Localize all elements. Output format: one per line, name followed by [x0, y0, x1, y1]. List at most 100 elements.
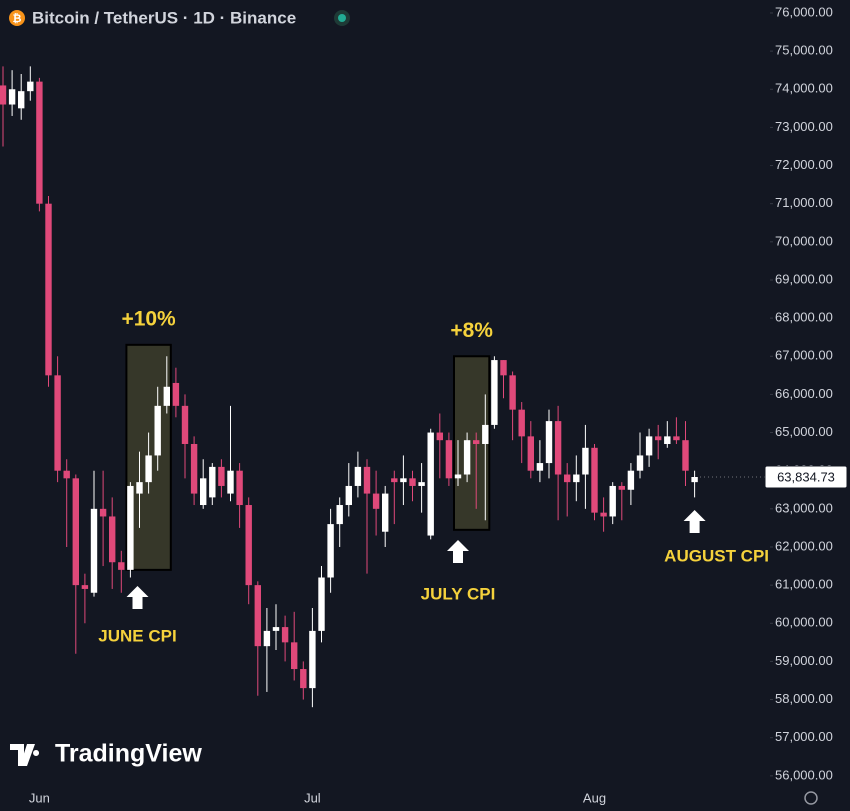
candle-body — [391, 478, 398, 483]
candle-body — [655, 436, 662, 441]
candle-body — [36, 81, 43, 204]
candle-body — [154, 405, 161, 456]
y-tick-label: 75,000.00 — [775, 43, 833, 58]
settings-icon[interactable] — [804, 791, 818, 805]
candle-body — [536, 463, 544, 471]
candle-body — [427, 432, 434, 536]
candle-body — [600, 512, 607, 517]
candle-body — [145, 455, 152, 483]
candle-body — [136, 482, 143, 494]
candle-body — [400, 478, 407, 483]
candle-body — [18, 91, 25, 109]
candle-body — [209, 466, 216, 498]
event-arrow — [683, 510, 706, 533]
x-tick-label: Aug — [583, 790, 606, 805]
candle-body — [664, 436, 671, 444]
candle-body — [318, 577, 325, 631]
candle-body — [436, 432, 443, 441]
candle-body — [500, 360, 507, 376]
y-tick-label: 66,000.00 — [775, 386, 833, 401]
event-label: JULY CPI — [421, 584, 496, 603]
x-tick-label: Jun — [29, 790, 50, 805]
candle-body — [445, 440, 453, 479]
candle-body — [491, 360, 498, 425]
candle-body — [245, 505, 252, 586]
y-tick-label: 65,000.00 — [775, 424, 833, 439]
brand: TradingView — [10, 740, 202, 768]
candle-body — [63, 470, 70, 479]
candle-body — [0, 85, 7, 105]
candle-body — [582, 447, 589, 475]
candle-body — [172, 382, 180, 406]
candle-body — [554, 421, 562, 475]
candle-body — [545, 421, 553, 464]
y-tick-label: 74,000.00 — [775, 81, 833, 96]
candle-body — [163, 386, 170, 406]
candle-body — [473, 440, 480, 444]
event-label: AUGUST CPI — [664, 546, 769, 565]
y-tick-label: 67,000.00 — [775, 348, 833, 363]
candle-body — [463, 440, 471, 475]
last-price-box — [764, 465, 848, 489]
y-tick-label: 76,000.00 — [775, 4, 833, 19]
candle-body — [354, 466, 362, 486]
y-tick-label: 63,000.00 — [775, 500, 833, 515]
candle-body — [627, 470, 635, 490]
event-arrow — [447, 540, 469, 563]
candle-body — [345, 485, 352, 506]
candle-body — [181, 405, 189, 444]
candle-body — [254, 585, 261, 647]
candle-body — [518, 409, 525, 437]
status-dot — [338, 14, 346, 22]
candle-body — [591, 447, 598, 513]
y-tick-label: 57,000.00 — [775, 729, 833, 744]
candle-body — [382, 493, 389, 532]
candle-body — [218, 466, 225, 486]
candle-body — [409, 478, 416, 486]
x-tick-label: Jul — [304, 790, 321, 805]
candle-body — [281, 627, 289, 643]
candle-body — [227, 470, 234, 494]
candle-body — [300, 669, 307, 689]
y-tick-label: 69,000.00 — [775, 271, 833, 286]
event-arrow — [126, 586, 149, 609]
candle-body — [682, 440, 689, 471]
candle-body — [454, 474, 462, 479]
y-tick-label: 62,000.00 — [775, 538, 833, 553]
candle-body — [509, 375, 516, 410]
candle-body — [527, 436, 534, 471]
candle-body — [482, 424, 489, 444]
candle-body — [564, 474, 571, 483]
candle-body — [336, 505, 343, 525]
candle-body — [200, 478, 207, 506]
candle-body — [618, 485, 625, 490]
y-tick-label: 73,000.00 — [775, 119, 833, 134]
candle-body — [309, 630, 316, 689]
candle-body — [272, 627, 280, 631]
coin-icon — [9, 10, 25, 26]
y-tick-label: 60,000.00 — [775, 615, 833, 630]
candle-body — [109, 516, 116, 563]
chart-title: Bitcoin / TetherUS · 1D · Binance — [32, 8, 296, 27]
candle-body — [45, 203, 52, 376]
y-tick-label: 56,000.00 — [775, 767, 833, 782]
candle-body — [372, 493, 380, 509]
y-tick-label: 70,000.00 — [775, 233, 833, 248]
candle-body — [27, 81, 34, 92]
candle-body — [636, 455, 644, 471]
annotation-label: +10% — [121, 307, 176, 330]
y-tick-label: 71,000.00 — [775, 195, 833, 210]
candle-body — [363, 466, 371, 494]
candle-body — [573, 474, 580, 483]
candle-body — [54, 375, 61, 471]
y-tick-label: 72,000.00 — [775, 157, 833, 172]
annotation-label: +8% — [450, 319, 493, 342]
candle-body — [645, 436, 653, 456]
candle-body — [118, 562, 125, 570]
candle-body — [8, 89, 16, 105]
candle-body — [291, 642, 298, 670]
brand-logo — [10, 744, 40, 766]
candle-body — [673, 436, 680, 441]
candle-body — [72, 478, 79, 586]
event-label: JUNE CPI — [98, 626, 176, 645]
